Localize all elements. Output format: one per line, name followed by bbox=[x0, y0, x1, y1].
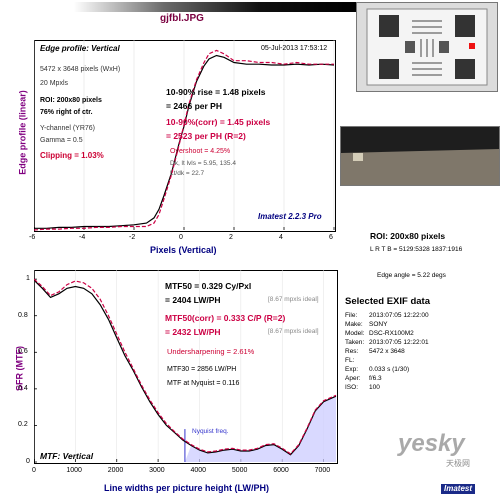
edge-rise-2: = 2466 per PH bbox=[166, 101, 222, 111]
exif-key: FL: bbox=[345, 357, 355, 364]
mtf-x-tick-label: 3000 bbox=[149, 467, 165, 474]
mtf50-lwph: = 2404 LW/PH bbox=[165, 295, 221, 305]
mtf-corrected-line bbox=[34, 278, 337, 455]
edge-profile-chart bbox=[34, 40, 335, 231]
edge-ltdk: Lt/dk = 22.7 bbox=[170, 170, 205, 177]
mtf50-corr-lwph: = 2432 LW/PH bbox=[165, 327, 221, 337]
mtf50-ideal: [8.67 mpxls ideal] bbox=[268, 296, 319, 303]
exif-key: Res: bbox=[345, 348, 359, 355]
mtf-x-tick-label: 6000 bbox=[273, 467, 289, 474]
edge-x-tick-label: 0 bbox=[179, 234, 183, 241]
exif-value: f/6.3 bbox=[369, 375, 382, 382]
edge-overshoot: Overshoot = 4.25% bbox=[170, 148, 231, 155]
edge-x-tick-label: -6 bbox=[29, 234, 36, 241]
mtf-ylabel: SFR (MTF) bbox=[14, 346, 25, 391]
mtf-y-tick-label: 0.8 bbox=[18, 311, 28, 319]
nyquist-shade bbox=[184, 396, 336, 462]
mtf-x-tick-label: 2000 bbox=[107, 467, 124, 474]
edge-clipping: Clipping = 1.03% bbox=[40, 151, 104, 160]
exif-key: Model: bbox=[345, 330, 365, 337]
right-roi: ROI: 200x80 pixels bbox=[370, 231, 446, 241]
exif-value: 2013:07:05 12:22:01 bbox=[369, 339, 429, 346]
edge-rise-1: 10-90% rise = 1.48 pixels bbox=[166, 87, 266, 97]
edge-size: 5472 x 3648 pixels (WxH) bbox=[40, 66, 121, 73]
undersharpening: Undersharpening = 2.61% bbox=[167, 347, 255, 356]
exif-key: File: bbox=[345, 312, 358, 319]
edge-corrected-line bbox=[34, 49, 334, 231]
roi-thumbnail-graphic bbox=[341, 127, 499, 185]
mtf-xlabel: Line widths per picture height (LW/PH) bbox=[104, 483, 270, 493]
mtf-nyquist: MTF at Nyquist = 0.116 bbox=[167, 380, 240, 387]
nyquist-label: Nyquist freq. bbox=[192, 428, 229, 435]
imatest-version: Imatest 2.2.3 Pro bbox=[258, 212, 322, 221]
mtf-x-tick-label: 7000 bbox=[314, 467, 331, 474]
mtf-y-tick-label: 0.4 bbox=[18, 384, 28, 392]
mtf-chart bbox=[34, 270, 337, 463]
watermark-brand: yesky bbox=[398, 430, 465, 457]
exif-key: Aper: bbox=[345, 375, 361, 382]
roi-thumbnail bbox=[340, 126, 500, 186]
edge-x-tick-label: -4 bbox=[79, 234, 86, 241]
edge-x-tick-label: 6 bbox=[329, 234, 333, 241]
edge-right: 76% right of ctr. bbox=[40, 109, 93, 116]
exif-value: 0.033 s (1/30) bbox=[369, 366, 410, 373]
edge-dk: Dk, lt lvls = 5.95, 135.4 bbox=[170, 160, 236, 167]
grayscale-strip bbox=[35, 2, 358, 12]
exif-value: SONY bbox=[369, 321, 388, 328]
mtf-y-tick-label: 0.6 bbox=[18, 348, 28, 356]
exif-value: 2013:07:05 12:22:00 bbox=[369, 312, 429, 319]
mtf-y-tick-label: 1 bbox=[26, 275, 30, 283]
exif-value: 100 bbox=[369, 384, 380, 391]
edge-gamma: Gamma = 0.5 bbox=[40, 137, 83, 144]
mtf-title: MTF: Vertical bbox=[40, 451, 94, 461]
edge-ychannel: Y-channel (YR76) bbox=[40, 125, 95, 132]
exif-key: Taken: bbox=[345, 339, 365, 346]
mtf50-corr-ideal: [8.67 mpxls ideal] bbox=[268, 328, 319, 335]
mtf-plot bbox=[34, 270, 338, 464]
chart-thumbnail-graphic bbox=[357, 3, 497, 91]
exif-key: Make: bbox=[345, 321, 363, 328]
mtf30: MTF30 = 2856 LW/PH bbox=[167, 366, 237, 373]
right-lrtb: L R T B = 5129:5328 1837:1916 bbox=[370, 246, 463, 253]
edge-corr-2: = 2523 per PH (R=2) bbox=[166, 131, 246, 141]
mtf-y-tick-label: 0 bbox=[26, 458, 30, 465]
exif-value: DSC-RX100M2 bbox=[369, 330, 414, 337]
imatest-logo: Imatest bbox=[441, 484, 476, 494]
edge-title: Edge profile: Vertical bbox=[40, 44, 120, 53]
exif-value: 5472 x 3648 bbox=[369, 348, 405, 355]
exif-key: ISO: bbox=[345, 384, 359, 391]
mtf-y-tick-label: 0.2 bbox=[18, 421, 28, 429]
edge-roi: ROI: 200x80 pixels bbox=[40, 97, 102, 104]
mtf-x-tick-label: 1000 bbox=[66, 467, 82, 474]
mtf-x-tick-label: 0 bbox=[32, 467, 36, 474]
edge-ylabel: Edge profile (linear) bbox=[17, 90, 28, 175]
edge-profile-plot bbox=[34, 40, 336, 232]
right-edge-angle: Edge angle = 5.22 degs bbox=[377, 272, 446, 279]
chart-thumbnail bbox=[356, 2, 498, 92]
edge-date: 05-Jul-2013 17:53:12 bbox=[261, 45, 328, 52]
edge-xlabel: Pixels (Vertical) bbox=[150, 245, 217, 255]
mtf-x-tick-label: 4000 bbox=[190, 467, 207, 474]
mtf50-corr: MTF50(corr) = 0.333 C/P (R=2) bbox=[165, 313, 286, 323]
edge-mpxl: 20 Mpxls bbox=[40, 80, 69, 87]
edge-x-tick-label: 4 bbox=[279, 234, 283, 241]
exif-key: Exp: bbox=[345, 366, 359, 373]
file-name: gjfbl.JPG bbox=[160, 13, 204, 24]
watermark-sub: 天极网 bbox=[446, 459, 470, 468]
edge-x-tick-label: 2 bbox=[229, 234, 233, 241]
exif-title: Selected EXIF data bbox=[345, 296, 431, 307]
edge-x-tick-label: -2 bbox=[129, 234, 136, 241]
mtf50: MTF50 = 0.329 Cy/Pxl bbox=[165, 281, 252, 291]
mtf-x-tick-label: 5000 bbox=[231, 467, 248, 474]
edge-corr-1: 10-90%(corr) = 1.45 pixels bbox=[166, 117, 271, 127]
mtf-measured-line bbox=[34, 279, 337, 456]
